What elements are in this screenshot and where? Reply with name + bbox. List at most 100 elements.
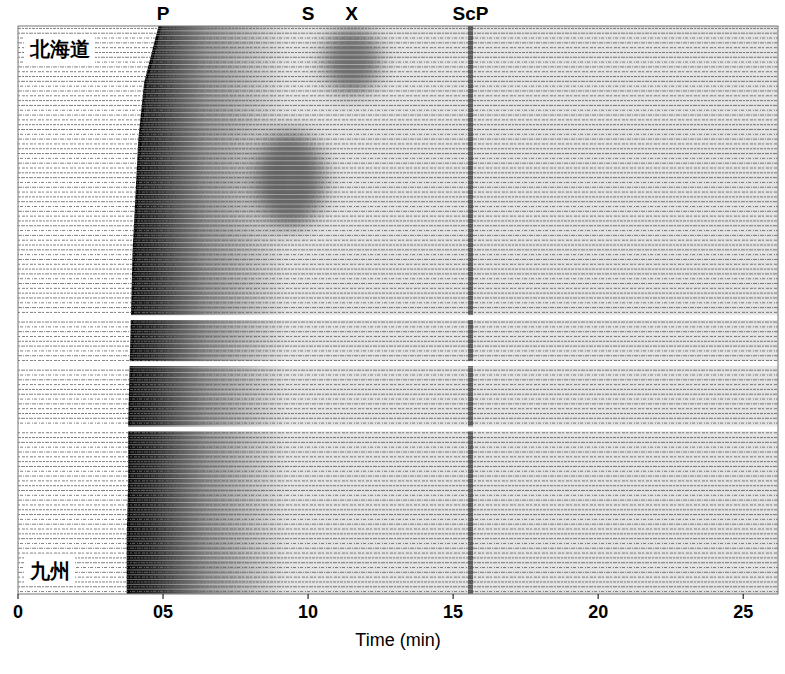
trace-gap <box>18 261 778 262</box>
trace-gap <box>18 329 778 330</box>
trace <box>18 254 778 255</box>
trace-gap <box>18 387 778 388</box>
trace <box>18 312 778 313</box>
trace-gap <box>18 459 778 460</box>
trace-gap <box>18 170 778 171</box>
trace <box>18 100 778 101</box>
trace-gap <box>18 310 778 311</box>
trace-gap <box>18 50 778 51</box>
trace-gap <box>18 290 778 291</box>
trace <box>18 504 778 505</box>
trace <box>18 394 778 395</box>
trace <box>18 168 778 169</box>
trace-gap <box>18 406 778 407</box>
trace-gap <box>18 555 778 556</box>
trace-gap <box>18 521 778 522</box>
trace <box>18 360 778 361</box>
trace-gap <box>18 223 778 224</box>
trace <box>18 452 778 453</box>
tick <box>453 594 454 599</box>
trace <box>18 509 778 510</box>
trace-gap <box>18 88 778 89</box>
trace-gap <box>18 468 778 469</box>
trace <box>18 374 778 375</box>
tick <box>163 594 164 599</box>
trace <box>18 143 778 144</box>
trace-gap <box>18 59 778 60</box>
trace-gap <box>18 464 778 465</box>
trace-gap <box>18 488 778 489</box>
trace-gap <box>18 334 778 335</box>
trace <box>18 259 778 260</box>
trace <box>18 423 778 424</box>
phase-label: P <box>157 3 170 24</box>
trace <box>18 471 778 472</box>
trace <box>18 172 778 173</box>
trace-gap <box>18 574 778 575</box>
trace-gap <box>18 257 778 258</box>
trace <box>18 567 778 568</box>
trace-gap <box>18 98 778 99</box>
tick <box>598 594 599 599</box>
trace-gap <box>18 478 778 479</box>
trace-gap <box>18 237 778 238</box>
trace <box>18 476 778 477</box>
trace-gap <box>18 93 778 94</box>
trace <box>18 264 778 265</box>
trace <box>18 52 778 53</box>
trace <box>18 177 778 178</box>
trace <box>18 57 778 58</box>
trace <box>18 442 778 443</box>
trace <box>18 413 778 414</box>
trace <box>18 500 778 501</box>
trace <box>18 466 778 467</box>
trace <box>18 105 778 106</box>
trace <box>18 581 778 582</box>
trace <box>18 538 778 539</box>
trace-gap <box>18 411 778 412</box>
trace <box>18 543 778 544</box>
trace-gap <box>18 584 778 585</box>
trace <box>18 158 778 159</box>
trace <box>18 278 778 279</box>
trace-gap <box>18 401 778 402</box>
trace <box>18 418 778 419</box>
trace-gap <box>18 454 778 455</box>
trace <box>18 336 778 337</box>
tick <box>18 594 19 599</box>
phase-label: X <box>345 3 358 24</box>
trace-gap <box>18 497 778 498</box>
trace-gap <box>18 358 778 359</box>
trace <box>18 62 778 63</box>
plot-area <box>18 26 778 594</box>
trace-gap <box>18 151 778 152</box>
label-patch <box>24 557 75 585</box>
trace-gap <box>18 415 778 416</box>
trace-gap <box>18 353 778 354</box>
trace <box>18 346 778 347</box>
trace <box>18 297 778 298</box>
trace-gap <box>18 579 778 580</box>
trace <box>18 548 778 549</box>
tick <box>308 594 309 599</box>
trace-gap <box>18 54 778 55</box>
chart: 00510152025Time (min)PSXScP北海道九州 <box>0 0 785 674</box>
trace <box>18 187 778 188</box>
trace <box>18 225 778 226</box>
trace-gap <box>18 69 778 70</box>
trace <box>18 572 778 573</box>
trace-gap <box>18 348 778 349</box>
trace <box>18 399 778 400</box>
trace-gap <box>18 180 778 181</box>
trace-gap <box>18 338 778 339</box>
tick-label: 0 <box>13 602 23 622</box>
trace-gap <box>18 502 778 503</box>
trace-gap <box>18 40 778 41</box>
trace <box>18 389 778 390</box>
trace-gap <box>18 439 778 440</box>
trace <box>18 249 778 250</box>
gap <box>18 426 778 431</box>
tick-label: 15 <box>443 602 463 622</box>
trace <box>18 28 778 29</box>
trace <box>18 163 778 164</box>
